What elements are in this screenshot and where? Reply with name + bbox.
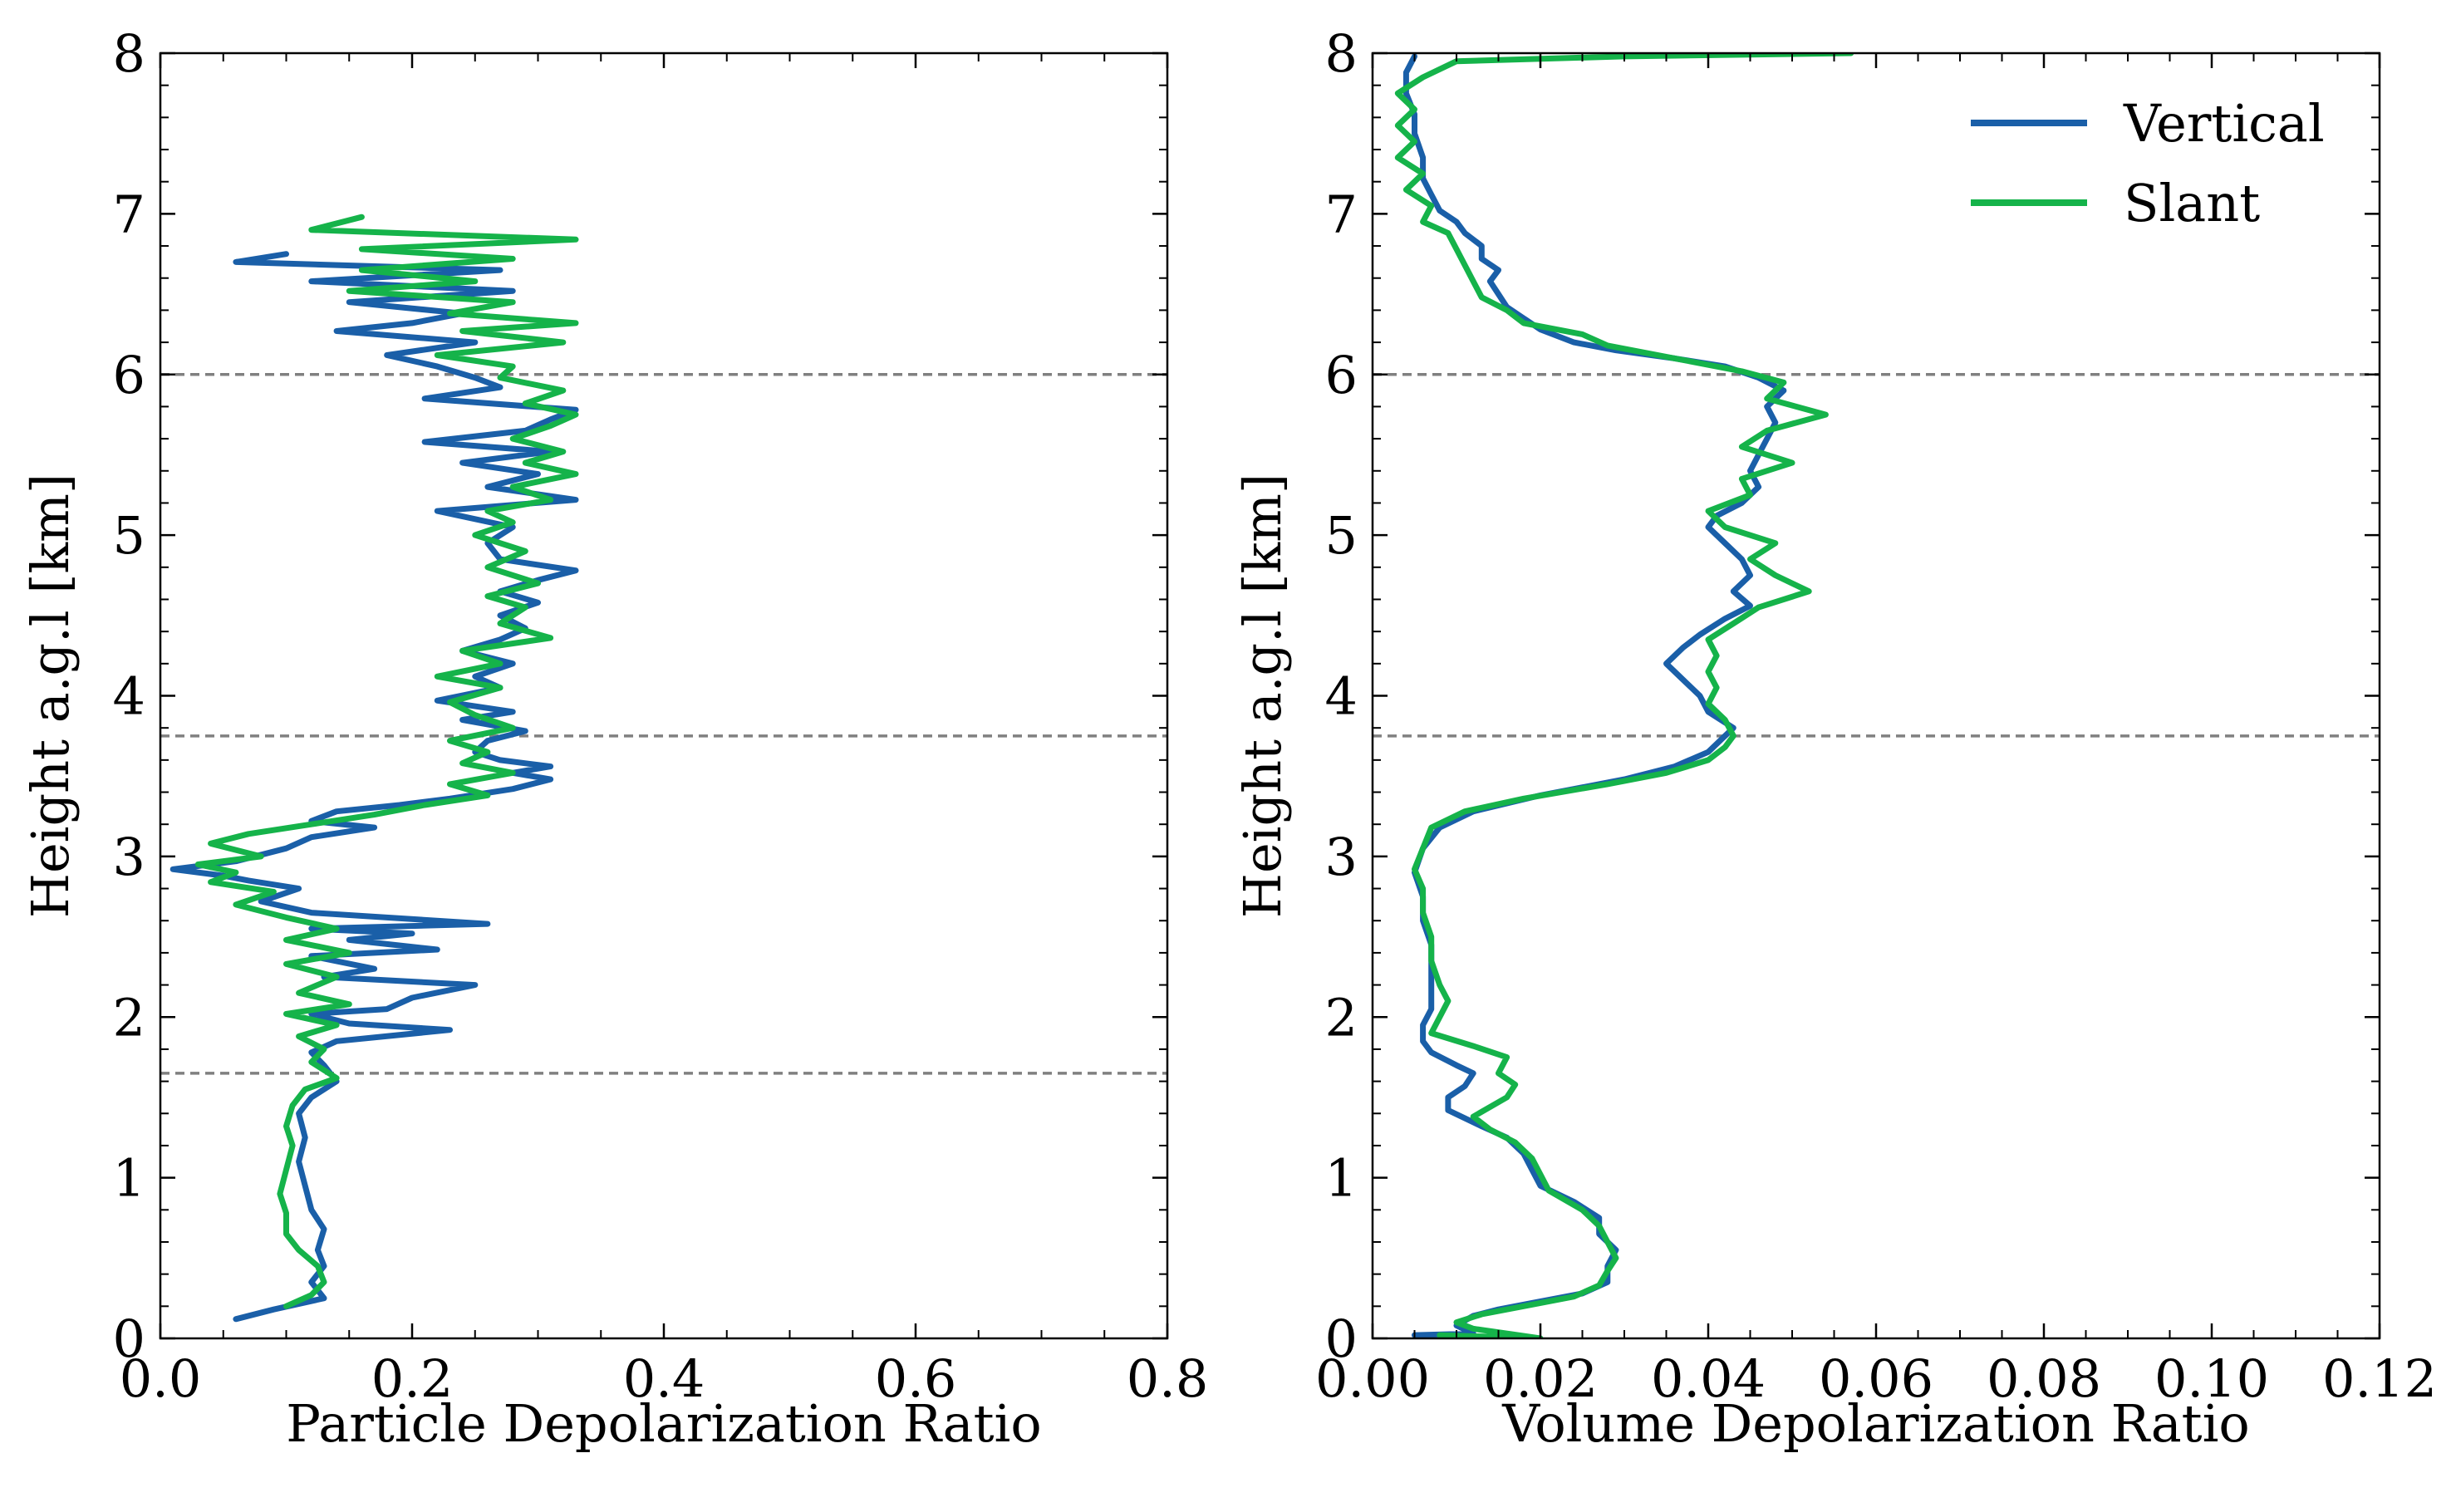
series-line-slant	[194, 214, 579, 1309]
y-tick-label: 8	[113, 23, 145, 84]
x-tick-label: 0.2	[371, 1348, 454, 1409]
y-tick-label: 1	[1325, 1148, 1358, 1209]
y-tick-label: 3	[1325, 827, 1358, 887]
y-tick-label: 4	[113, 666, 145, 727]
x-axis-label: Volume Depolarization Ratio	[1501, 1393, 2250, 1454]
x-tick-label: 0.06	[1819, 1348, 1933, 1409]
x-tick-label: 0.04	[1651, 1348, 1766, 1409]
x-tick-label: 0.8	[1127, 1348, 1209, 1409]
series-line-vertical	[1402, 53, 1787, 1338]
y-tick-label: 8	[1325, 23, 1358, 84]
series-line-vertical	[169, 251, 579, 1323]
y-tick-label: 6	[113, 345, 145, 405]
legend: Vertical Slant	[1971, 93, 2325, 233]
chart-panel-2: 0.00 0.02 0.04 0.06 0.08 0.10 0.12 0 1 2 3 4 5 6 7 8 Vol…	[1232, 23, 2437, 1454]
x-axis-label: Particle Depolarization Ratio	[286, 1393, 1041, 1454]
y-axis-label: Height a.g.l [km]	[1232, 474, 1293, 918]
x-tick-label: 0.02	[1483, 1348, 1598, 1409]
y-tick-label: 7	[113, 184, 145, 244]
y-tick-label: 7	[1325, 184, 1358, 244]
plot-area	[169, 214, 579, 1323]
y-tick-label: 5	[1325, 505, 1358, 566]
series-line-slant	[1394, 53, 1854, 1338]
y-tick-label: 6	[1325, 345, 1358, 405]
y-tick-label: 1	[113, 1148, 145, 1209]
y-tick-label: 5	[113, 505, 145, 566]
y-tick-label: 4	[1325, 666, 1358, 727]
axes-frame	[159, 52, 1169, 1340]
x-tick-label: 0.4	[623, 1348, 705, 1409]
x-tick-label: 0.6	[875, 1348, 957, 1409]
chart-panel-1: 0.0 0.2 0.4 0.6 0.8 0 1 2 3 4 5 6 7 8 Particle Depolar…	[20, 23, 1208, 1454]
x-tick-label: 0.0	[120, 1348, 202, 1409]
y-tick-label: 0	[113, 1308, 145, 1369]
axes-frame	[1371, 52, 2381, 1340]
x-tick-label: 0.12	[2322, 1348, 2437, 1409]
y-tick-label: 0	[1325, 1308, 1358, 1369]
y-tick-label: 2	[1325, 987, 1358, 1048]
x-tick-label: 0.00	[1315, 1348, 1430, 1409]
y-tick-label: 2	[113, 987, 145, 1048]
plot-area	[1394, 53, 1854, 1338]
legend-label-vertical: Vertical	[2123, 93, 2325, 154]
y-tick-label: 3	[113, 827, 145, 887]
x-tick-label: 0.08	[1987, 1348, 2101, 1409]
legend-label-slant: Slant	[2124, 173, 2260, 233]
x-tick-label: 0.10	[2154, 1348, 2269, 1409]
y-axis-label: Height a.g.l [km]	[20, 474, 81, 918]
